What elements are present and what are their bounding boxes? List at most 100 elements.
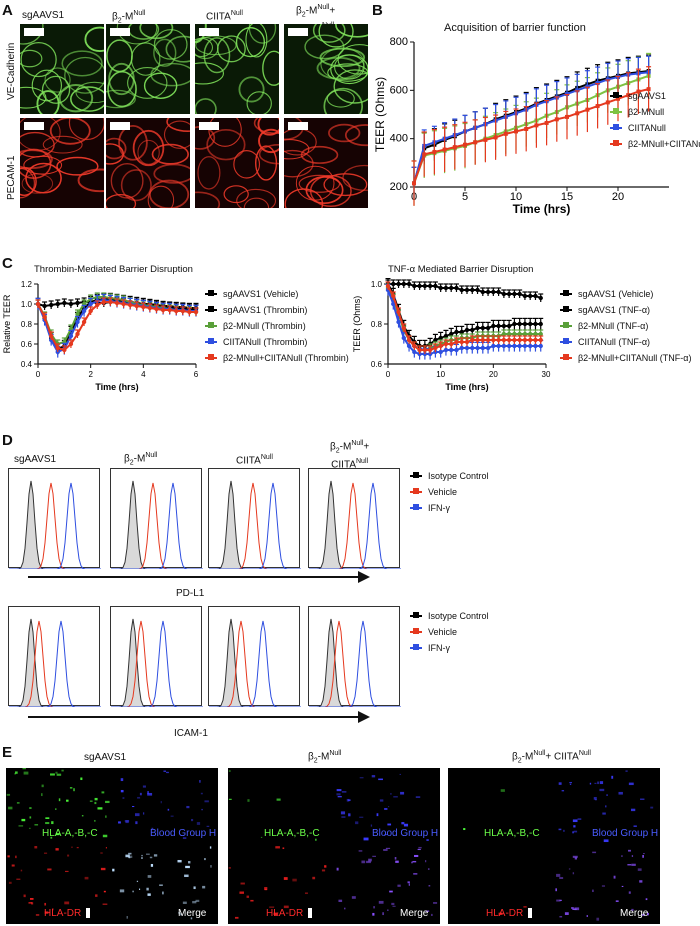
signal-speck <box>372 855 376 857</box>
signal-speck <box>147 791 149 794</box>
y-tick-label: 0.6 <box>371 360 383 369</box>
isotype-control-peak <box>111 480 203 570</box>
data-point <box>412 349 417 355</box>
legend-entry: sgAAVS1 (Vehicle) <box>205 286 349 302</box>
signal-speck <box>7 855 10 858</box>
signal-speck <box>119 889 125 893</box>
signal-speck <box>142 785 146 788</box>
signal-speck <box>417 848 421 851</box>
legend-entry: β2-MNull (Thrombin) <box>205 318 349 334</box>
legend-swatch <box>410 644 422 650</box>
x-tick-label: 6 <box>194 370 199 379</box>
signal-speck <box>388 806 390 808</box>
signal-speck <box>190 917 193 920</box>
signal-speck <box>571 907 574 909</box>
panel-d-legend-1: Isotype Control Vehicle IFN-γ <box>410 468 489 516</box>
signal-speck <box>228 770 231 772</box>
y-axis-label: TEER (Ohms) <box>352 296 362 353</box>
signal-speck <box>16 878 21 880</box>
data-point <box>544 120 549 125</box>
signal-speck <box>413 873 418 875</box>
signal-speck <box>561 790 565 792</box>
signal-speck <box>324 865 327 868</box>
signal-speck <box>415 796 421 798</box>
signal-speck <box>71 846 73 848</box>
legend-label: Vehicle <box>428 487 458 497</box>
signal-speck <box>625 770 628 772</box>
signal-speck <box>283 877 288 880</box>
signal-speck <box>631 855 634 858</box>
signal-speck <box>44 902 47 906</box>
data-point <box>449 347 454 353</box>
legend-swatch <box>560 290 572 296</box>
signal-speck <box>52 908 54 911</box>
signal-speck <box>384 833 389 836</box>
signal-speck <box>73 788 75 792</box>
legend-entry: CIITANull (Thrombin) <box>205 334 349 350</box>
signal-speck <box>264 887 268 891</box>
signal-speck <box>102 903 108 905</box>
data-point <box>501 331 507 337</box>
signal-speck <box>391 902 395 906</box>
data-point <box>396 281 401 287</box>
y-tick-label: 0.4 <box>21 360 33 369</box>
signal-speck <box>103 890 106 893</box>
data-point <box>470 287 475 293</box>
panel-e-col-b2m: β2-MNull <box>308 750 342 765</box>
signal-speck <box>621 855 623 857</box>
signal-speck <box>14 772 17 775</box>
signal-speck <box>105 847 107 849</box>
signal-speck <box>569 781 572 784</box>
data-point <box>506 323 512 329</box>
signal-speck <box>628 849 631 852</box>
data-point <box>538 337 543 343</box>
signal-speck <box>44 911 49 914</box>
signal-speck <box>64 901 70 905</box>
signal-speck <box>426 839 429 842</box>
data-point <box>443 285 449 291</box>
legend-label: sgAAVS1 <box>628 91 666 101</box>
data-point <box>417 347 422 353</box>
histogram-3 <box>308 606 401 708</box>
data-point <box>538 331 543 337</box>
signal-speck <box>592 851 597 854</box>
y-tick-label: 800 <box>390 36 408 48</box>
signal-speck <box>22 768 26 770</box>
signal-speck <box>385 847 391 850</box>
data-point <box>412 181 416 186</box>
data-point <box>480 337 485 343</box>
legend-swatch <box>560 322 572 328</box>
data-point <box>438 343 443 349</box>
signal-speck <box>618 791 623 795</box>
data-point <box>88 308 93 314</box>
ve-cadherin-micrograph-2 <box>195 24 279 114</box>
data-point <box>433 337 438 343</box>
signal-speck <box>523 906 527 908</box>
data-point <box>422 347 428 353</box>
signal-speck <box>282 847 285 850</box>
signal-speck <box>589 782 592 785</box>
channel-label: Merge <box>400 908 429 919</box>
signal-speck <box>283 905 289 909</box>
signal-speck <box>228 798 232 800</box>
signal-speck <box>361 860 366 864</box>
signal-speck <box>141 854 143 857</box>
data-point <box>396 319 401 325</box>
signal-speck <box>628 782 634 786</box>
legend-label: β2-MNull <box>628 107 665 117</box>
signal-speck <box>28 902 33 904</box>
signal-speck <box>56 773 62 776</box>
legend-label: IFN-γ <box>428 503 450 513</box>
legend-swatch <box>410 472 422 478</box>
signal-speck <box>29 816 32 819</box>
signal-speck <box>8 881 12 884</box>
signal-speck <box>336 867 339 871</box>
y-tick-label: 200 <box>390 181 408 193</box>
legend-entry: β2-MNull+CIITANull (Thrombin) <box>205 350 349 366</box>
legend-label: β2-MNull+CIITANull (TNF-α) <box>578 353 692 363</box>
data-point <box>427 283 433 289</box>
legend-entry: β2-MNull <box>610 104 700 120</box>
signal-speck <box>605 805 607 808</box>
signal-speck <box>596 917 600 921</box>
data-point <box>443 333 449 339</box>
